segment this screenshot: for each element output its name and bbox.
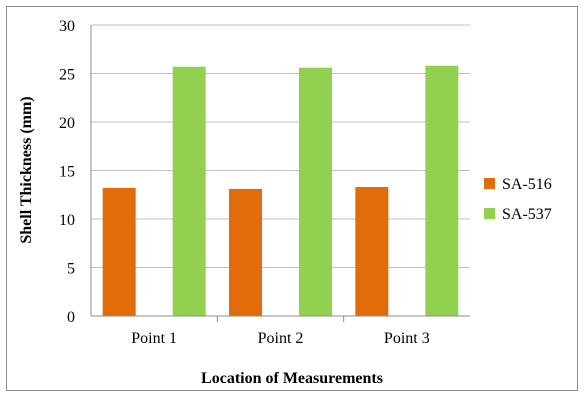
y-tick-labels: 0 5 10 15 20 25 30 xyxy=(59,18,75,326)
x-tick-label: Point 2 xyxy=(258,330,304,347)
bar-sa-516-3 xyxy=(355,186,389,316)
bar-sa-537-3 xyxy=(425,65,459,317)
bar-sa-537-1 xyxy=(172,66,206,317)
chart-frame xyxy=(6,6,578,391)
legend-label-sa-537: SA-537 xyxy=(502,206,552,223)
y-axis-title: Shell Thickness (mm) xyxy=(18,96,35,243)
y-tick-label: 30 xyxy=(59,18,75,35)
y-tick-label: 5 xyxy=(67,261,75,278)
bar-sa-516-2 xyxy=(229,188,262,316)
bar-sa-516-1 xyxy=(102,187,136,316)
y-tick-label: 20 xyxy=(59,115,75,132)
y-tick-label: 0 xyxy=(67,309,75,326)
y-tick-label: 25 xyxy=(59,67,75,84)
y-tick-label: 15 xyxy=(59,164,75,181)
axes xyxy=(90,25,470,322)
bars xyxy=(102,65,459,317)
bar-sa-537-2 xyxy=(299,67,332,317)
x-tick-label: Point 3 xyxy=(384,330,430,347)
gridlines xyxy=(91,24,470,268)
legend-swatch-sa-537 xyxy=(484,208,495,219)
legend: SA-516 SA-537 xyxy=(484,176,552,223)
legend-swatch-sa-516 xyxy=(484,178,495,189)
x-tick-label: Point 1 xyxy=(131,330,177,347)
x-tick-labels: Point 1 Point 2 Point 3 xyxy=(131,330,429,347)
y-tick-label: 10 xyxy=(59,212,75,229)
x-axis-title: Location of Measurements xyxy=(201,370,383,387)
legend-label-sa-516: SA-516 xyxy=(502,176,552,193)
